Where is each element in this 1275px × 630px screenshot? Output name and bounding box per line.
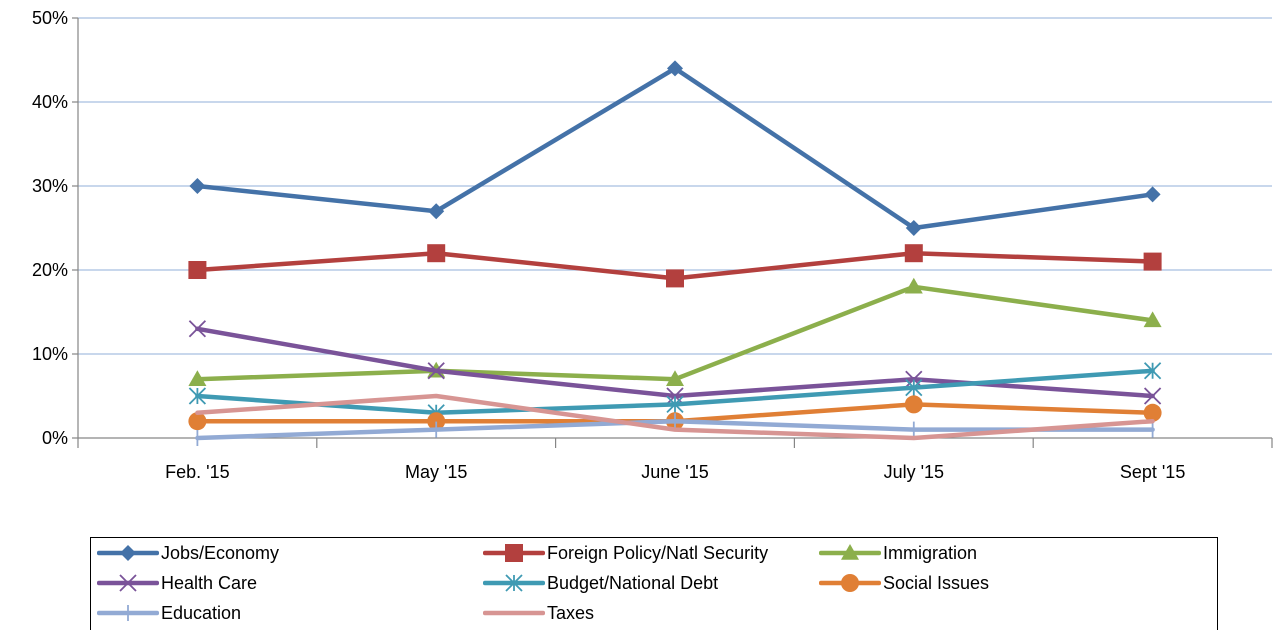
marker-triangle <box>841 544 859 560</box>
marker-asterisk <box>905 378 923 397</box>
marker-triangle <box>904 277 923 294</box>
marker-asterisk <box>666 395 684 414</box>
legend-swatch <box>819 544 881 560</box>
marker-triangle <box>1143 311 1162 328</box>
series-6 <box>195 413 1155 446</box>
legend-item: Health Care <box>97 568 257 598</box>
legend-label: Foreign Policy/Natl Security <box>547 542 769 563</box>
marker-diamond <box>189 178 206 194</box>
legend-swatch <box>97 574 159 592</box>
marker-x <box>119 574 137 592</box>
x-tick-label: June '15 <box>641 462 709 482</box>
legend-item: Social Issues <box>819 568 989 598</box>
series-line <box>195 284 1155 382</box>
legend-label: Budget/National Debt <box>547 572 719 593</box>
legend-item: Immigration <box>819 538 977 568</box>
legend-swatch <box>819 574 881 592</box>
y-tick-label: 20% <box>32 260 68 280</box>
marker-diamond <box>905 220 922 236</box>
legend-item: Taxes <box>483 598 594 628</box>
legend-label: Social Issues <box>883 572 990 593</box>
y-tick-label: 30% <box>32 176 68 196</box>
legend-label: Health Care <box>161 572 258 593</box>
marker-square <box>904 244 923 263</box>
legend-item: Budget/National Debt <box>483 568 718 598</box>
legend-swatch <box>97 545 159 561</box>
x-tick-label: May '15 <box>405 462 467 482</box>
marker-x <box>905 370 923 388</box>
marker-diamond <box>120 545 136 561</box>
marker-diamond <box>428 203 445 220</box>
marker-circle <box>188 412 207 431</box>
y-tick-label: 0% <box>42 428 68 448</box>
series-0 <box>189 60 1161 236</box>
x-tick-label: Sept '15 <box>1120 462 1186 482</box>
tick-labels: 0% 10% 20% 30% 40% 50% Feb. '15 May '15 June '15… <box>32 8 1185 482</box>
gridlines <box>78 17 1272 355</box>
marker-square <box>666 269 684 288</box>
x-tick-label: July '15 <box>884 462 944 482</box>
x-tick-label: Feb. '15 <box>165 462 229 482</box>
legend: Jobs/Economy Foreign Policy/Natl Security… <box>90 537 1218 630</box>
marker-asterisk <box>188 387 207 405</box>
y-tick-label: 50% <box>32 8 68 28</box>
marker-diamond <box>1144 186 1161 203</box>
series-1 <box>188 244 1162 288</box>
legend-swatch <box>97 605 159 621</box>
marker-triangle <box>188 370 207 386</box>
y-tick-label: 40% <box>32 92 68 112</box>
legend-label: Taxes <box>547 602 595 623</box>
marker-asterisk <box>505 574 523 592</box>
marker-x <box>427 362 445 380</box>
legend-swatch <box>483 610 545 616</box>
marker-square <box>505 544 523 562</box>
marker-triangle <box>666 370 684 386</box>
marker-square <box>1143 252 1162 271</box>
marker-square <box>427 244 446 263</box>
marker-circle <box>904 395 923 414</box>
marker-x <box>666 387 684 405</box>
marker-diamond <box>667 60 683 77</box>
series-line <box>195 66 1155 231</box>
axes <box>72 17 1273 448</box>
marker-circle <box>1143 403 1162 422</box>
legend-label: Education <box>161 602 242 623</box>
legend-label: Jobs/Economy <box>161 542 280 563</box>
legend-item: Foreign Policy/Natl Security <box>483 538 768 568</box>
marker-circle <box>427 412 446 431</box>
y-tick-label: 10% <box>32 344 68 364</box>
marker-square <box>188 261 207 279</box>
legend-item: Education <box>97 598 241 628</box>
series-line <box>195 393 1155 441</box>
legend-swatch <box>483 574 545 592</box>
series-7 <box>195 393 1155 441</box>
legend-label: Immigration <box>883 542 978 563</box>
series-2 <box>188 277 1162 386</box>
marker-x <box>188 320 207 338</box>
series-3 <box>188 320 1162 405</box>
series-lines <box>188 60 1162 446</box>
legend-item: Jobs/Economy <box>97 538 279 568</box>
marker-asterisk <box>1143 362 1162 380</box>
marker-circle <box>841 574 859 592</box>
marker-x <box>1143 387 1162 405</box>
legend-swatch <box>483 544 545 562</box>
